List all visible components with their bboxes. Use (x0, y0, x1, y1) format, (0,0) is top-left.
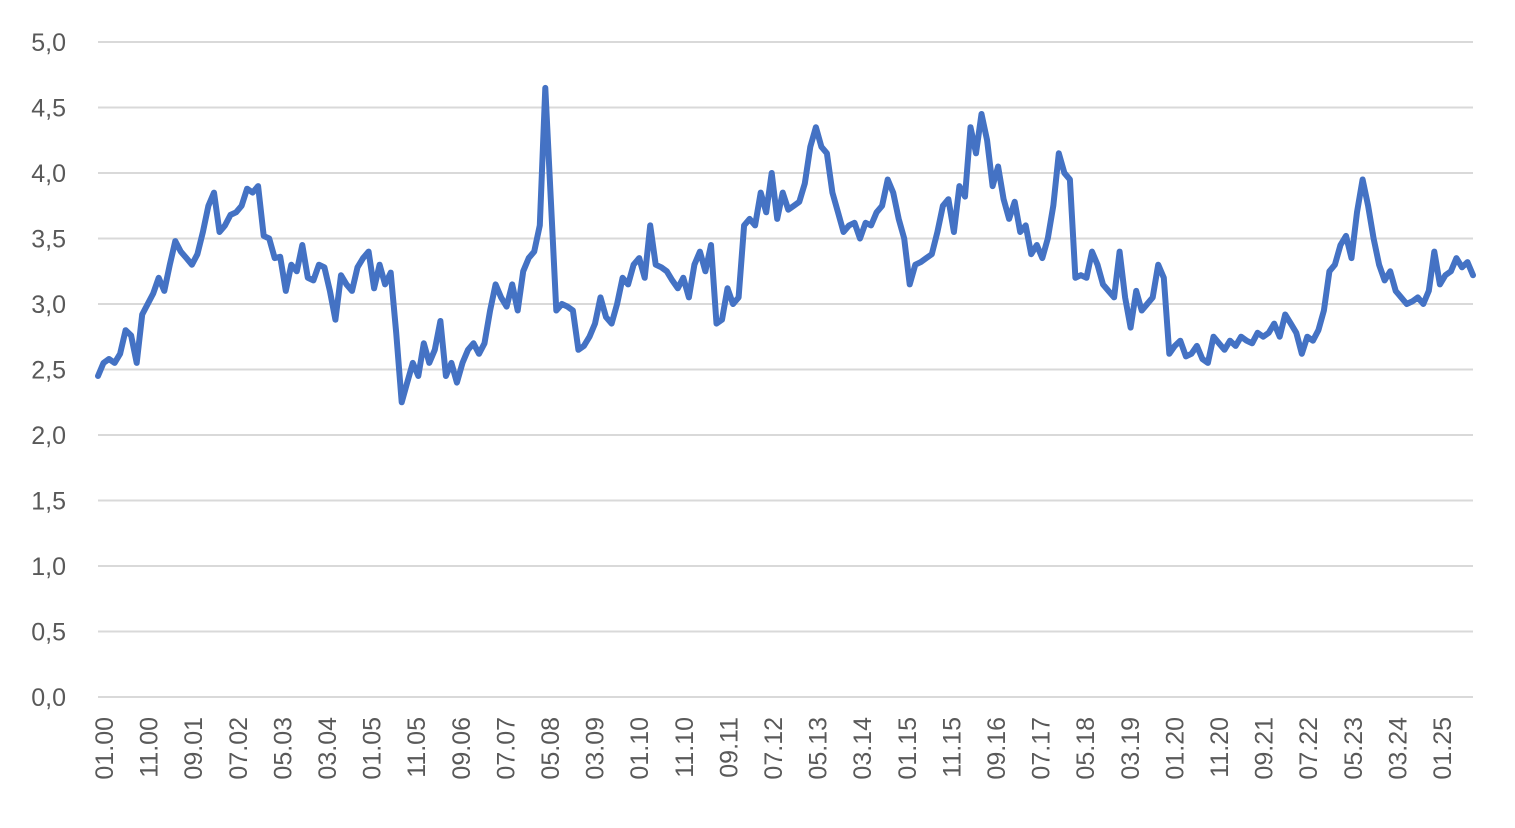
x-tick-label: 05.13 (805, 717, 833, 780)
y-tick-label: 5,0 (31, 29, 66, 57)
x-tick-label: 09.21 (1251, 717, 1279, 780)
x-tick-label: 11.00 (136, 717, 164, 778)
x-tick-label: 03.24 (1384, 717, 1412, 780)
x-tick-label: 03.04 (314, 717, 342, 780)
x-tick-label: 05.18 (1072, 717, 1100, 780)
y-tick-label: 1,5 (31, 488, 66, 516)
x-tick-label: 01.10 (626, 717, 654, 780)
x-tick-label: 07.02 (225, 717, 253, 780)
y-tick-label: 4,0 (31, 160, 66, 188)
y-tick-label: 3,5 (31, 226, 66, 254)
x-tick-label: 01.15 (894, 717, 922, 780)
x-tick-label: 03.09 (582, 717, 610, 780)
series-line (95, 84, 1476, 406)
x-tick-label: 01.05 (359, 717, 387, 780)
x-tick-label: 07.12 (760, 717, 788, 780)
x-tick-label: 09.11 (715, 717, 743, 778)
y-tick-label: 0,0 (31, 684, 66, 712)
x-tick-label: 01.00 (91, 717, 119, 780)
gridlines (98, 41, 1473, 698)
y-tick-label: 2,0 (31, 422, 66, 450)
x-tick-label: 11.15 (938, 717, 966, 778)
y-tick-label: 2,5 (31, 357, 66, 385)
x-tick-label: 05.03 (269, 717, 297, 780)
x-tick-label: 07.07 (492, 717, 520, 780)
x-tick-label: 09.01 (180, 717, 208, 780)
x-tick-label: 03.19 (1117, 717, 1145, 780)
x-tick-label: 03.14 (849, 717, 877, 780)
y-tick-label: 0,5 (31, 619, 66, 647)
x-tick-label: 01.20 (1161, 717, 1189, 780)
x-tick-label: 05.08 (537, 717, 565, 780)
x-tick-label: 07.22 (1295, 717, 1323, 780)
y-tick-label: 4,5 (31, 95, 66, 123)
x-tick-label: 07.17 (1028, 717, 1056, 780)
y-tick-label: 3,0 (31, 291, 66, 319)
x-tick-label: 11.05 (403, 717, 431, 778)
x-axis-tick-labels: 01.00 11.00 09.01 07.02 05.03 03.04 01.05 11.05… (91, 717, 1457, 780)
y-tick-label: 1,0 (31, 553, 66, 581)
x-tick-label: 05.23 (1340, 717, 1368, 780)
x-tick-label: 01.25 (1429, 717, 1457, 780)
y-axis-tick-labels: 0,0 0,5 1,0 1,5 2,0 2,5 3,0 3,5 4,0 4,5 5,0 (31, 29, 66, 712)
x-tick-label: 09.16 (983, 717, 1011, 780)
x-tick-label: 09.06 (448, 717, 476, 780)
x-tick-label: 11.10 (671, 717, 699, 778)
x-tick-label: 11.20 (1206, 717, 1234, 778)
